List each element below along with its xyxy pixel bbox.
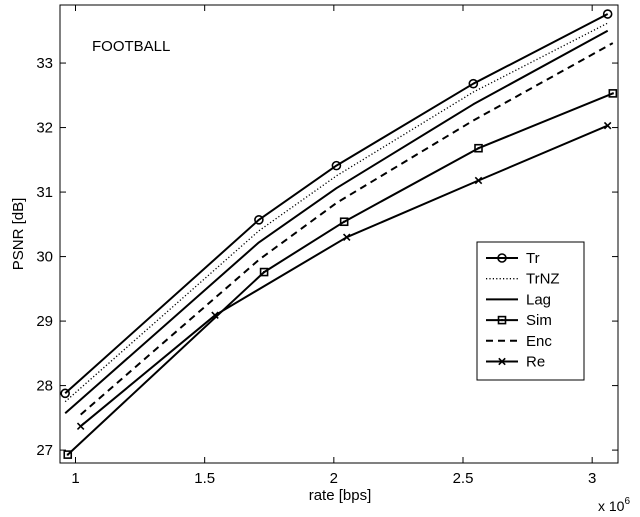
x-tick-label: 1.5 — [194, 470, 215, 487]
legend-label-lag: Lag — [526, 291, 551, 308]
chart-annotation: FOOTBALL — [92, 38, 170, 55]
series-re-point-0 — [76, 422, 85, 430]
series-tr-point-3 — [468, 78, 479, 89]
x-axis-label: rate [bps] — [309, 487, 372, 504]
series-re-point-3 — [474, 176, 483, 185]
plot-frame — [59, 4, 619, 464]
series-tr-point-4 — [602, 9, 613, 19]
series-sim-point-2 — [339, 217, 349, 227]
x-multiplier-exponent: 6 — [624, 496, 630, 507]
y-tick-label: 27 — [36, 442, 53, 459]
x-multiplier-label: x 106 — [598, 496, 630, 514]
x-tick-label: 3 — [588, 470, 596, 487]
series-re-legend-point-0 — [498, 357, 506, 366]
legend-label-trnz: TrNZ — [526, 271, 560, 288]
legend-box — [476, 241, 585, 381]
series-sim-point-4 — [608, 89, 618, 98]
x-tick-label: 1 — [71, 470, 79, 487]
series-tr-point-1 — [254, 215, 264, 225]
legend-label-tr: Tr — [526, 250, 540, 267]
legend: Tr TrNZ Lag Sim Enc Re — [476, 241, 585, 381]
legend-label-enc: Enc — [526, 333, 552, 350]
series-tr-point-0 — [60, 388, 70, 399]
legend-label-sim: Sim — [526, 312, 552, 329]
y-tick-label: 33 — [36, 55, 53, 72]
y-tick-label: 28 — [36, 378, 53, 395]
x-tick-label: 2 — [330, 470, 338, 487]
series-re-point-1 — [211, 311, 219, 320]
series-lag-line — [64, 29, 609, 415]
series-tr-line — [64, 13, 609, 395]
y-tick-label: 31 — [36, 184, 53, 201]
x-multiplier-base: x 10 — [598, 498, 625, 514]
plot-layer — [60, 9, 618, 459]
y-tick-label: 32 — [36, 120, 53, 137]
series-re-point-4 — [603, 121, 612, 130]
series-re-point-2 — [342, 233, 351, 241]
y-tick-label: 29 — [36, 313, 53, 330]
series-sim-point-3 — [474, 143, 483, 153]
series-enc-line — [80, 42, 614, 416]
x-tick-label: 2.5 — [453, 470, 474, 487]
series-sim-point-0 — [63, 450, 73, 459]
series-sim-legend-point-0 — [497, 315, 507, 325]
legend-label-re: Re — [526, 354, 545, 371]
ticks-layer: 1 1.5 2 2.5 3 27 28 29 30 31 32 33 — [36, 5, 618, 487]
series-sim-point-1 — [259, 267, 269, 277]
series-tr-point-2 — [331, 160, 342, 171]
y-axis-label: PSNR [dB] — [10, 198, 27, 271]
y-tick-label: 30 — [36, 249, 53, 266]
series-tr-legend-point-0 — [497, 253, 507, 263]
